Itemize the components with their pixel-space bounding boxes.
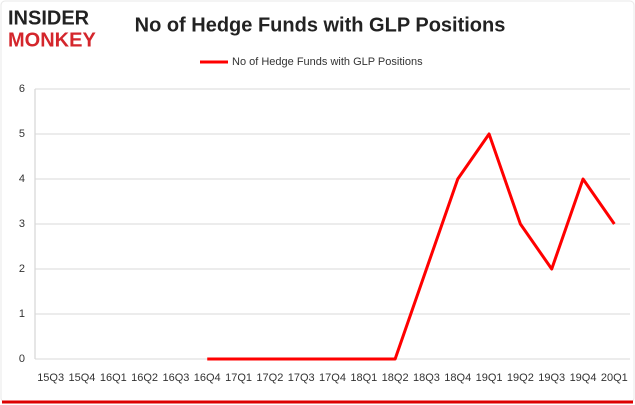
x-tick-label: 20Q1: [601, 372, 628, 384]
x-tick-label: 18Q3: [413, 372, 440, 384]
legend-label: No of Hedge Funds with GLP Positions: [232, 56, 423, 68]
x-tick-label: 19Q2: [507, 372, 534, 384]
x-tick-label: 17Q4: [319, 372, 346, 384]
y-tick-label: 6: [19, 83, 25, 95]
x-tick-label: 18Q1: [350, 372, 377, 384]
x-tick-label: 18Q2: [382, 372, 409, 384]
x-tick-label: 17Q2: [256, 372, 283, 384]
x-tick-label: 18Q4: [444, 372, 471, 384]
x-tick-label: 16Q2: [131, 372, 158, 384]
logo-top: INSIDER: [8, 7, 90, 29]
x-tick-label: 15Q4: [69, 372, 96, 384]
x-tick-label: 17Q1: [225, 372, 252, 384]
x-tick-label: 15Q3: [37, 372, 64, 384]
x-tick-label: 19Q3: [538, 372, 565, 384]
y-tick-label: 2: [19, 263, 25, 275]
x-tick-label: 19Q4: [570, 372, 597, 384]
x-tick-label: 16Q3: [162, 372, 189, 384]
x-tick-label: 17Q3: [288, 372, 315, 384]
y-tick-label: 1: [19, 308, 25, 320]
chart-title: No of Hedge Funds with GLP Positions: [135, 14, 506, 36]
y-tick-label: 3: [19, 218, 25, 230]
x-tick-label: 16Q4: [194, 372, 221, 384]
x-tick-label: 19Q1: [476, 372, 503, 384]
y-tick-label: 0: [19, 353, 25, 365]
x-tick-label: 16Q1: [100, 372, 127, 384]
line: [207, 132, 616, 361]
logo-bottom: MONKEY: [8, 29, 96, 51]
y-tick-label: 5: [19, 128, 25, 140]
y-tick-label: 4: [19, 173, 25, 185]
